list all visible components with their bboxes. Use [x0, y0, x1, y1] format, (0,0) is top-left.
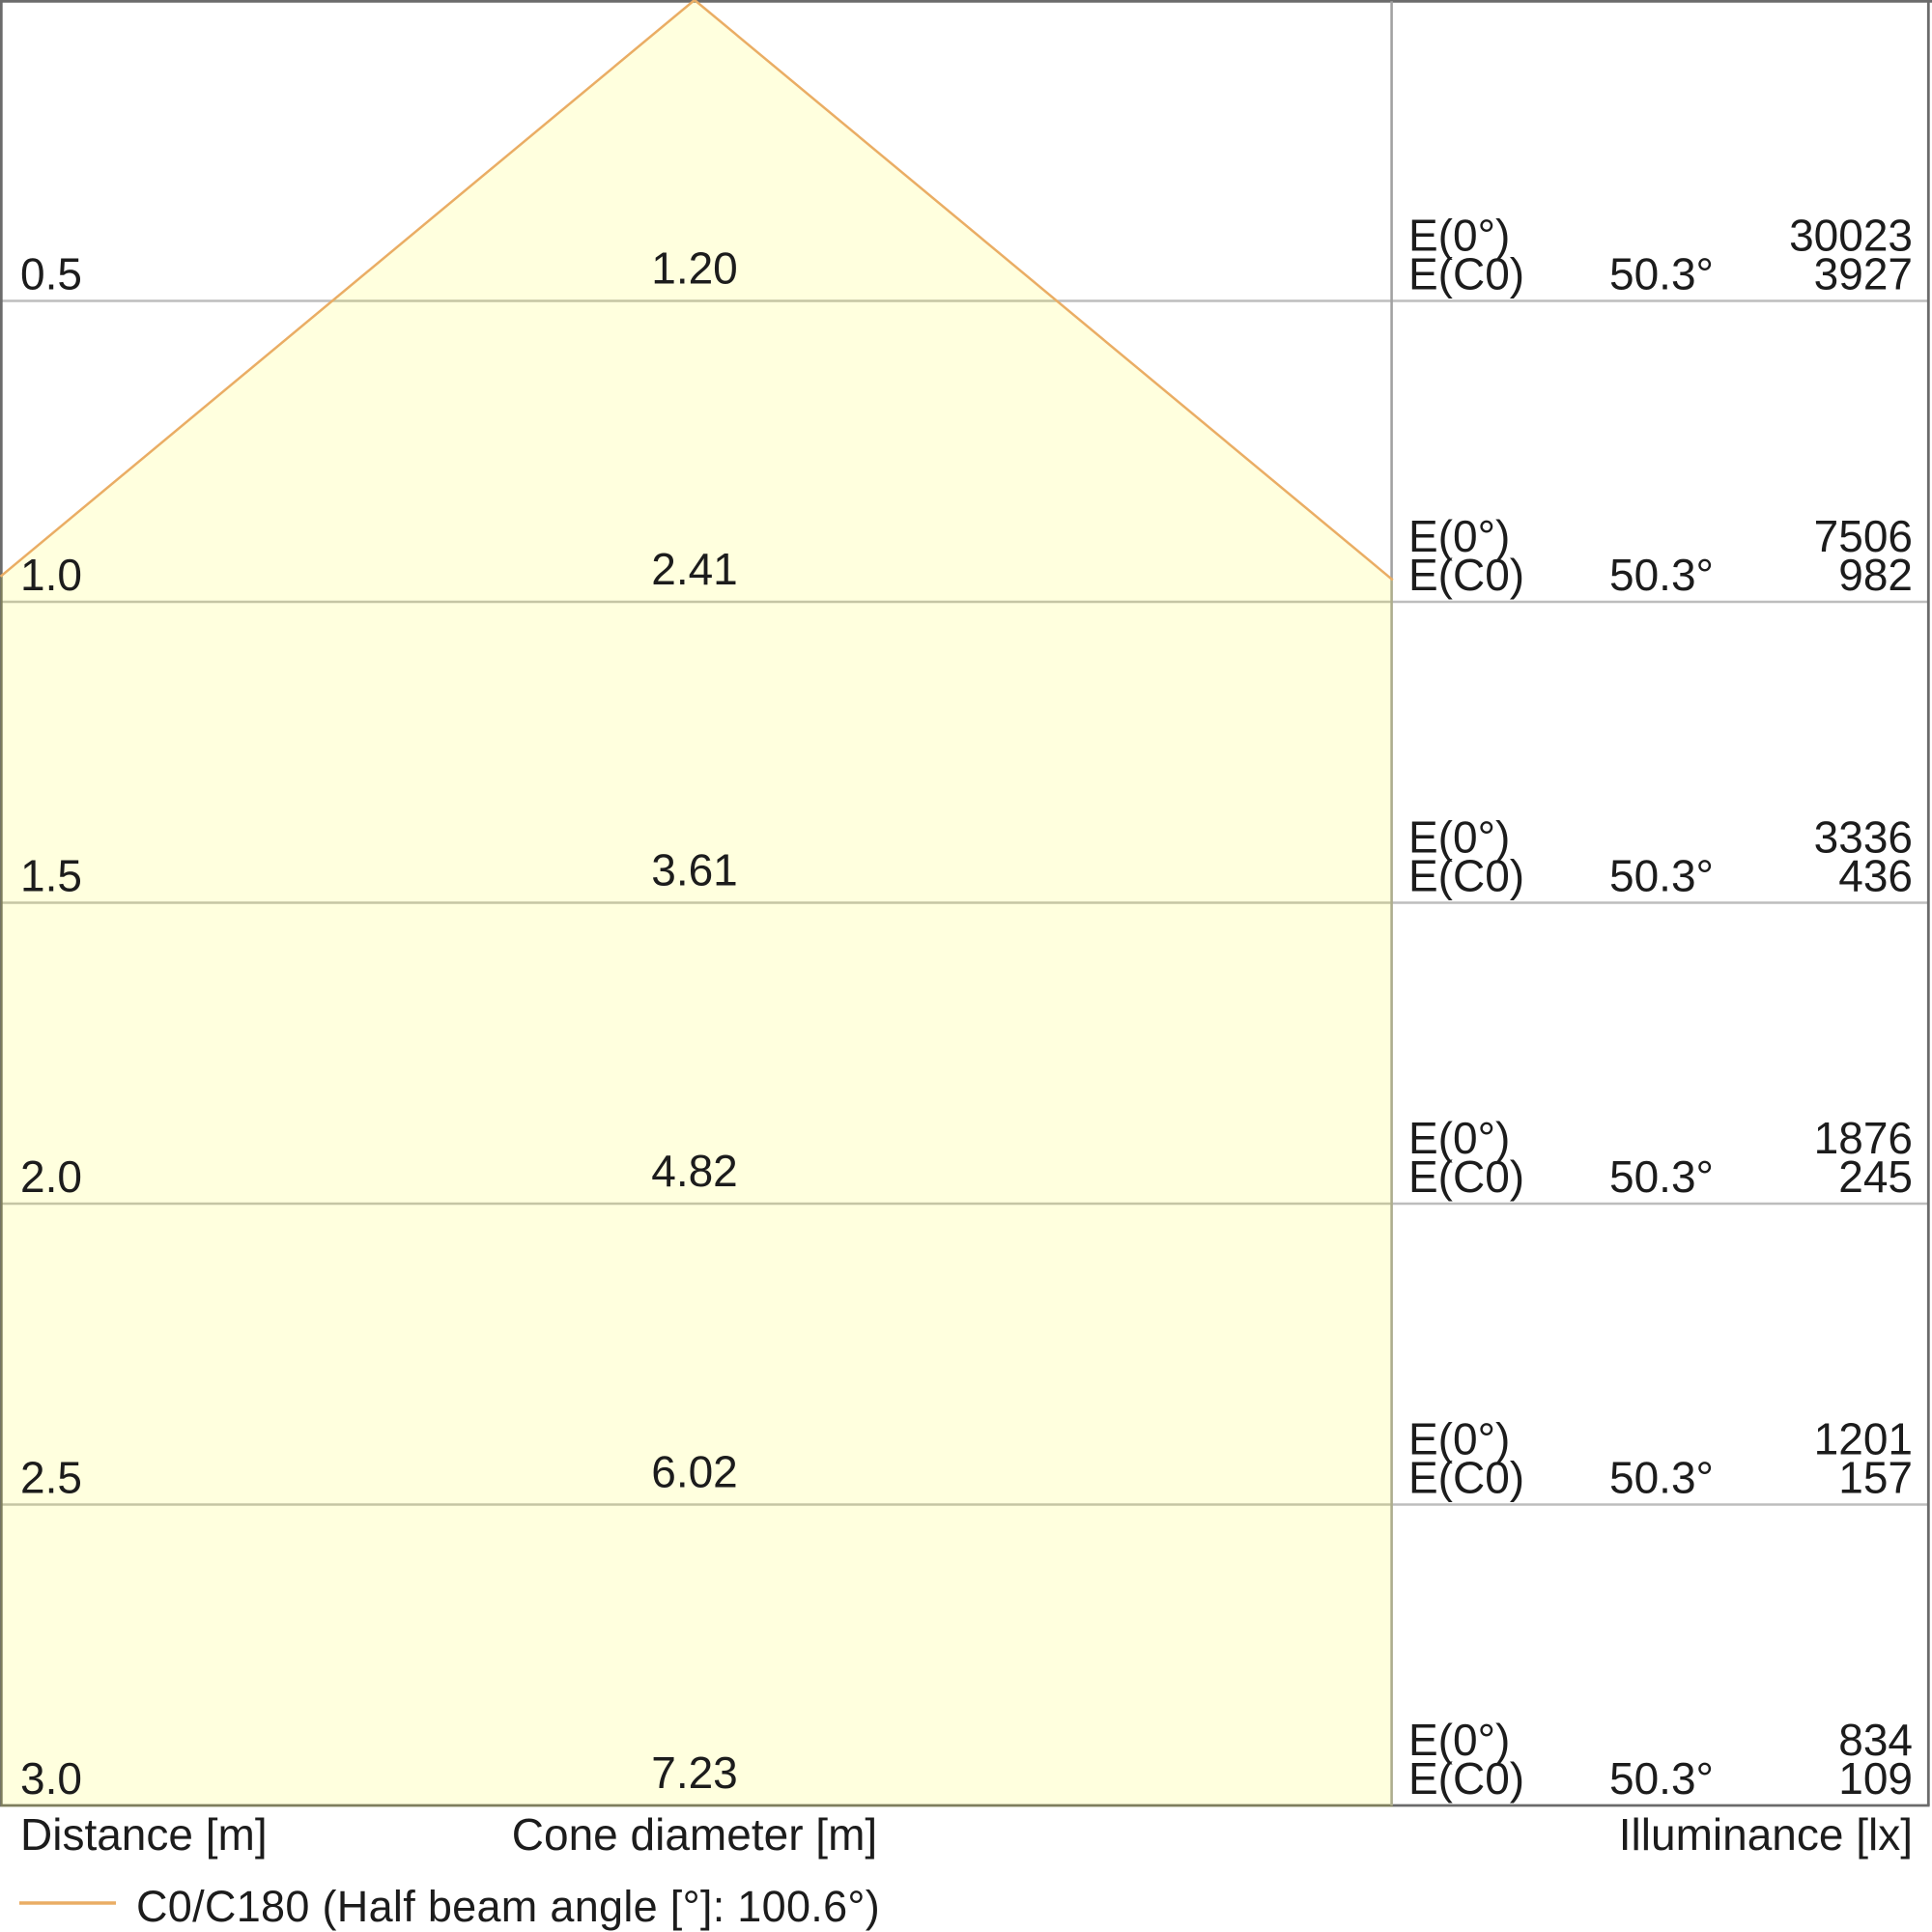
svg-text:E(C0): E(C0): [1408, 1453, 1524, 1503]
svg-text:Distance [m]: Distance [m]: [20, 1809, 268, 1860]
svg-text:50.3°: 50.3°: [1609, 1753, 1714, 1804]
svg-text:E(0°): E(0°): [1408, 1715, 1510, 1765]
svg-text:50.3°: 50.3°: [1609, 1151, 1714, 1202]
svg-text:E(C0): E(C0): [1408, 550, 1524, 600]
svg-text:7.23: 7.23: [651, 1747, 738, 1798]
svg-text:3.61: 3.61: [651, 845, 738, 895]
svg-text:50.3°: 50.3°: [1609, 851, 1714, 901]
svg-text:E(C0): E(C0): [1408, 249, 1524, 299]
svg-text:3927: 3927: [1814, 249, 1913, 299]
svg-text:E(C0): E(C0): [1408, 1151, 1524, 1202]
svg-text:E(C0): E(C0): [1408, 1753, 1524, 1804]
svg-text:50.3°: 50.3°: [1609, 1453, 1714, 1503]
svg-text:E(0°): E(0°): [1408, 211, 1510, 261]
svg-text:4.82: 4.82: [651, 1146, 738, 1196]
svg-text:834: 834: [1838, 1715, 1913, 1765]
svg-text:1.20: 1.20: [651, 243, 738, 294]
svg-text:1876: 1876: [1814, 1113, 1913, 1163]
svg-text:50.3°: 50.3°: [1609, 550, 1714, 600]
svg-text:E(0°): E(0°): [1408, 1113, 1510, 1163]
svg-text:109: 109: [1838, 1753, 1913, 1804]
svg-text:2.0: 2.0: [20, 1151, 82, 1202]
svg-text:7506: 7506: [1814, 511, 1913, 561]
svg-text:245: 245: [1838, 1151, 1913, 1202]
svg-text:30023: 30023: [1789, 211, 1913, 261]
svg-text:C0/C180 (Half beam angle [°]:: C0/C180 (Half beam angle [°]: 100.6°): [136, 1882, 880, 1931]
svg-text:E(0°): E(0°): [1408, 1414, 1510, 1464]
svg-text:Illuminance [lx]: Illuminance [lx]: [1619, 1809, 1913, 1860]
svg-text:1201: 1201: [1814, 1414, 1913, 1464]
svg-text:3336: 3336: [1814, 812, 1913, 863]
svg-text:E(0°): E(0°): [1408, 812, 1510, 863]
svg-text:0.5: 0.5: [20, 249, 82, 299]
svg-text:50.3°: 50.3°: [1609, 249, 1714, 299]
svg-text:2.5: 2.5: [20, 1453, 82, 1503]
svg-text:6.02: 6.02: [651, 1447, 738, 1497]
svg-text:Cone diameter [m]: Cone diameter [m]: [512, 1809, 877, 1860]
svg-text:157: 157: [1838, 1453, 1913, 1503]
svg-text:E(C0): E(C0): [1408, 851, 1524, 901]
svg-text:E(0°): E(0°): [1408, 511, 1510, 561]
svg-text:982: 982: [1838, 550, 1913, 600]
svg-text:1.5: 1.5: [20, 851, 82, 901]
svg-text:2.41: 2.41: [651, 544, 738, 594]
svg-text:1.0: 1.0: [20, 550, 82, 600]
svg-text:3.0: 3.0: [20, 1753, 82, 1804]
svg-text:436: 436: [1838, 851, 1913, 901]
